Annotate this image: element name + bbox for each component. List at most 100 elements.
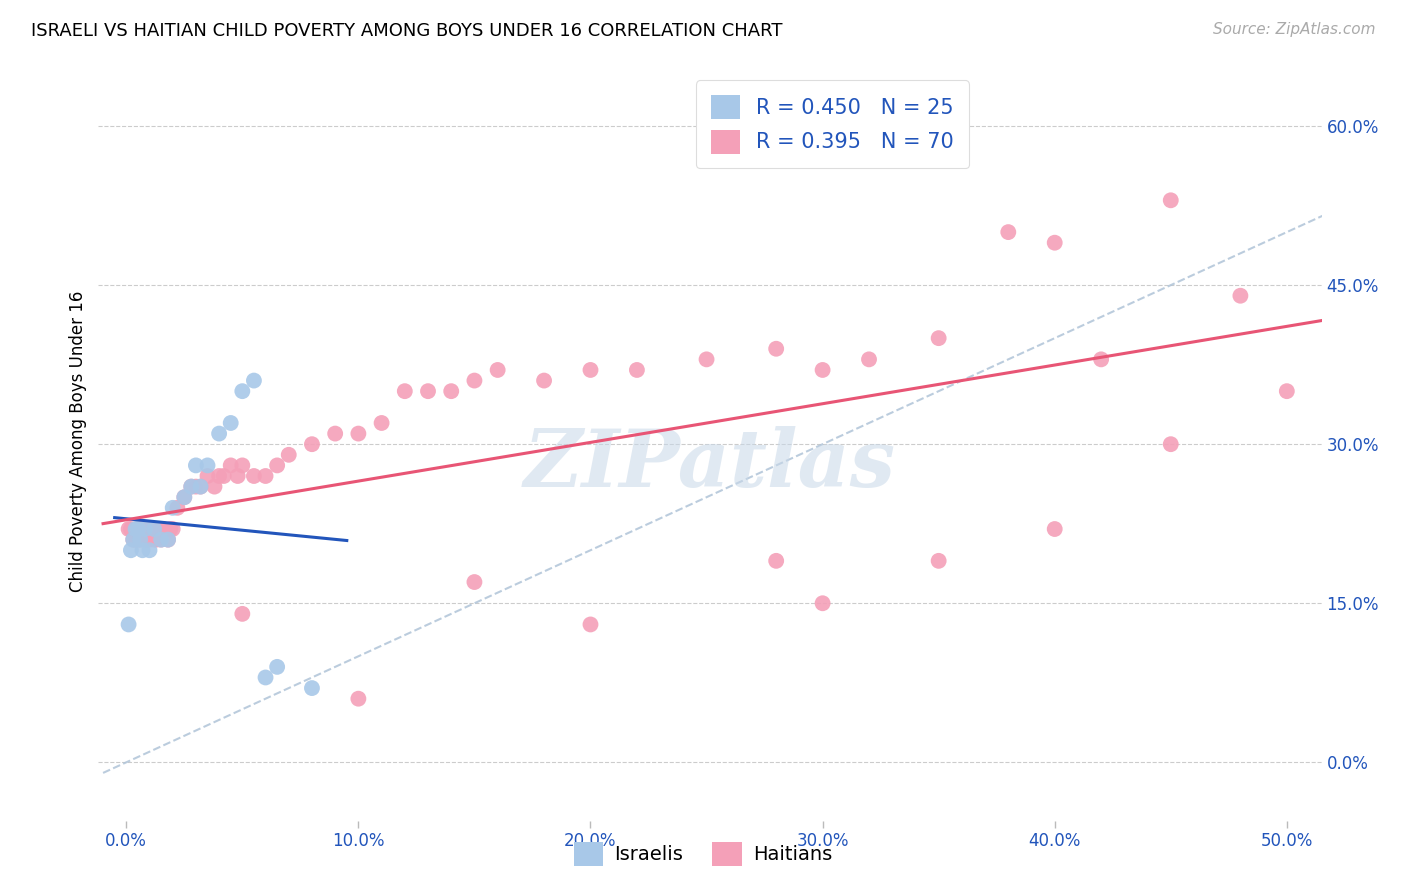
Point: [122, 533, 145, 547]
Point: [301, 681, 323, 695]
Point: [166, 500, 188, 515]
Legend: R = 0.450   N = 25, R = 0.395   N = 70: R = 0.450 N = 25, R = 0.395 N = 70: [696, 80, 969, 169]
Point: [254, 671, 277, 685]
Point: [143, 522, 166, 536]
Point: [579, 363, 602, 377]
Point: [928, 331, 950, 345]
Point: [347, 426, 370, 441]
Point: [145, 533, 167, 547]
Point: [129, 533, 152, 547]
Point: [1043, 235, 1066, 250]
Point: [231, 384, 253, 399]
Point: [127, 522, 149, 536]
Point: [266, 660, 288, 674]
Point: [1090, 352, 1112, 367]
Point: [1160, 437, 1182, 451]
Point: [254, 469, 277, 483]
Point: [131, 522, 153, 536]
Point: [579, 617, 602, 632]
Point: [997, 225, 1019, 239]
Point: [533, 374, 555, 388]
Point: [208, 469, 231, 483]
Point: [208, 426, 231, 441]
Text: Source: ZipAtlas.com: Source: ZipAtlas.com: [1212, 22, 1375, 37]
Point: [162, 522, 184, 536]
Point: [127, 522, 149, 536]
Point: [626, 363, 648, 377]
Point: [159, 522, 181, 536]
Point: [347, 691, 370, 706]
Point: [765, 342, 787, 356]
Point: [152, 522, 174, 536]
Point: [120, 522, 142, 536]
Point: [243, 469, 266, 483]
Point: [180, 480, 202, 494]
Legend: Israelis, Haitians: Israelis, Haitians: [565, 834, 841, 873]
Point: [180, 480, 202, 494]
Point: [440, 384, 463, 399]
Point: [138, 533, 160, 547]
Point: [131, 543, 153, 558]
Point: [858, 352, 880, 367]
Point: [463, 374, 485, 388]
Point: [138, 522, 160, 536]
Point: [765, 554, 787, 568]
Point: [204, 480, 226, 494]
Point: [243, 374, 266, 388]
Point: [134, 522, 156, 536]
Point: [323, 426, 346, 441]
Point: [696, 352, 718, 367]
Point: [157, 533, 180, 547]
Point: [190, 480, 212, 494]
Point: [226, 469, 249, 483]
Point: [141, 522, 163, 536]
Point: [117, 522, 139, 536]
Text: ZIPatlas: ZIPatlas: [524, 425, 896, 503]
Point: [190, 480, 212, 494]
Point: [117, 617, 139, 632]
Point: [129, 522, 152, 536]
Point: [173, 490, 195, 504]
Point: [212, 469, 235, 483]
Point: [134, 533, 156, 547]
Point: [463, 575, 485, 590]
Point: [1229, 289, 1251, 303]
Point: [301, 437, 323, 451]
Point: [143, 533, 166, 547]
Point: [1275, 384, 1298, 399]
Point: [277, 448, 299, 462]
Point: [120, 543, 142, 558]
Point: [148, 522, 170, 536]
Point: [219, 416, 242, 430]
Point: [150, 533, 173, 547]
Point: [394, 384, 416, 399]
Point: [138, 543, 160, 558]
Point: [1160, 194, 1182, 208]
Point: [157, 533, 180, 547]
Point: [811, 363, 834, 377]
Point: [129, 533, 152, 547]
Point: [370, 416, 392, 430]
Point: [1043, 522, 1066, 536]
Point: [127, 533, 149, 547]
Point: [266, 458, 288, 473]
Y-axis label: Child Poverty Among Boys Under 16: Child Poverty Among Boys Under 16: [69, 291, 87, 592]
Point: [197, 469, 219, 483]
Text: ISRAELI VS HAITIAN CHILD POVERTY AMONG BOYS UNDER 16 CORRELATION CHART: ISRAELI VS HAITIAN CHILD POVERTY AMONG B…: [31, 22, 782, 40]
Point: [162, 500, 184, 515]
Point: [184, 480, 207, 494]
Point: [124, 522, 146, 536]
Point: [136, 533, 159, 547]
Point: [219, 458, 242, 473]
Point: [486, 363, 509, 377]
Point: [416, 384, 439, 399]
Point: [150, 533, 173, 547]
Point: [122, 533, 145, 547]
Point: [184, 458, 207, 473]
Point: [231, 607, 253, 621]
Point: [928, 554, 950, 568]
Point: [173, 490, 195, 504]
Point: [124, 533, 146, 547]
Point: [197, 458, 219, 473]
Point: [231, 458, 253, 473]
